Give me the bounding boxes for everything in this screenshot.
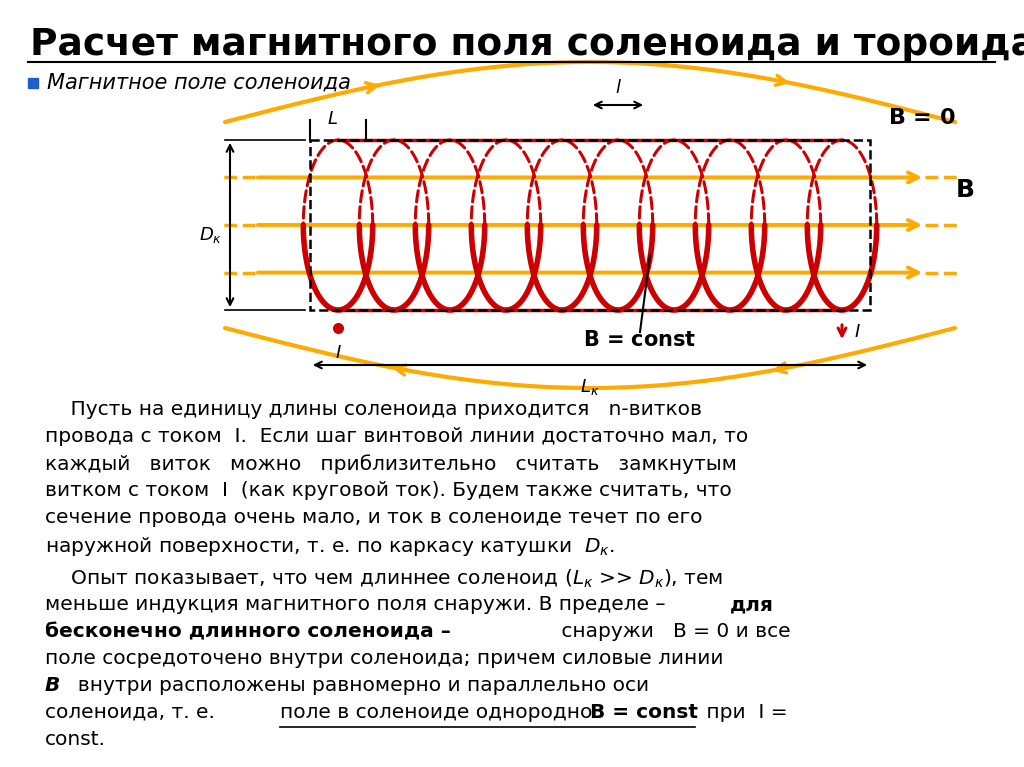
- Bar: [28, 78, 38, 88]
- Text: $l$: $l$: [614, 79, 622, 97]
- Text: $I$: $I$: [335, 344, 341, 362]
- Text: $L$: $L$: [327, 110, 338, 128]
- Text: поле в соленоиде однородно: поле в соленоиде однородно: [280, 703, 605, 722]
- Text: $\mathbf{B}$ = 0: $\mathbf{B}$ = 0: [888, 108, 955, 128]
- Text: меньше индукция магнитного поля снаружи. В пределе –: меньше индукция магнитного поля снаружи.…: [45, 595, 672, 614]
- Text: $\mathbf{B}$: $\mathbf{B}$: [955, 178, 974, 202]
- Text: $L_{\kappa}$: $L_{\kappa}$: [581, 377, 600, 397]
- Text: Опыт показывает, что чем длиннее соленоид ($L_{\kappa}$ >> $D_{\kappa}$), тем: Опыт показывает, что чем длиннее соленои…: [45, 568, 723, 591]
- Text: $\mathbf{B}$ = const: $\mathbf{B}$ = const: [584, 330, 696, 350]
- Text: каждый   виток   можно   приблизительно   считать   замкнутым: каждый виток можно приблизительно считат…: [45, 454, 737, 474]
- Text: $D_{\kappa}$: $D_{\kappa}$: [199, 225, 222, 245]
- Text: наружной поверхности, т. е. по каркасу катушки  $D_{\kappa}$.: наружной поверхности, т. е. по каркасу к…: [45, 535, 614, 558]
- Text: соленоида, т. е.: соленоида, т. е.: [45, 703, 227, 722]
- Text: Пусть на единицу длины соленоида приходится   n-витков: Пусть на единицу длины соленоида приходи…: [45, 400, 702, 419]
- Text: при  I =: при I =: [700, 703, 787, 722]
- Text: снаружи   B = 0 и все: снаружи B = 0 и все: [555, 622, 791, 641]
- Text: const.: const.: [45, 730, 106, 749]
- Text: B: B: [45, 676, 60, 695]
- Text: $I$: $I$: [854, 323, 861, 341]
- Text: витком с током  I  (как круговой ток). Будем также считать, что: витком с током I (как круговой ток). Буд…: [45, 481, 732, 500]
- Text: сечение провода очень мало, и ток в соленоиде течет по его: сечение провода очень мало, и ток в соле…: [45, 508, 702, 527]
- Text: внутри расположены равномерно и параллельно оси: внутри расположены равномерно и параллел…: [65, 676, 649, 695]
- Bar: [310, 140, 870, 310]
- Text: B = const: B = const: [590, 703, 698, 722]
- Text: Магнитное поле соленоида: Магнитное поле соленоида: [47, 73, 351, 93]
- Text: Расчет магнитного поля соленоида и тороида: Расчет магнитного поля соленоида и торои…: [30, 27, 1024, 63]
- Text: поле сосредоточено внутри соленоида; причем силовые линии: поле сосредоточено внутри соленоида; при…: [45, 649, 724, 668]
- Text: провода с током  I.  Если шаг винтовой линии достаточно мал, то: провода с током I. Если шаг винтовой лин…: [45, 427, 749, 446]
- Text: бесконечно длинного соленоида –: бесконечно длинного соленоида –: [45, 622, 451, 641]
- Text: для: для: [730, 595, 774, 614]
